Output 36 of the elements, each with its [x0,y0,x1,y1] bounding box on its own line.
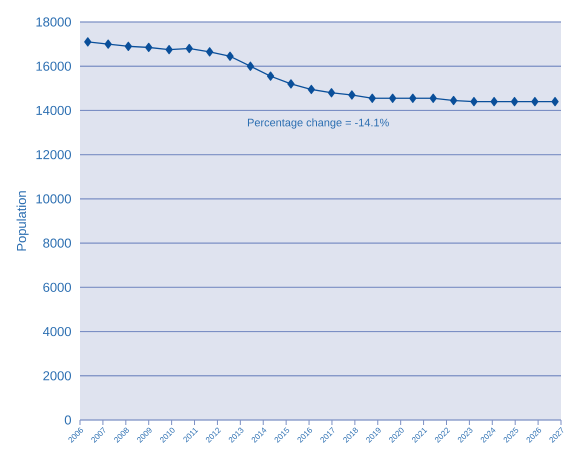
point [186,44,193,54]
annotation: Percentage change = -14.1% [248,118,389,129]
point [551,96,559,106]
point [328,88,336,98]
point [368,94,376,103]
y-tick-label: 18000 [36,17,71,27]
point [165,45,173,54]
point [266,72,274,81]
point [389,94,396,103]
point [430,94,437,103]
point [246,62,254,71]
point [409,94,416,103]
y-tick-label: 8000 [43,238,71,248]
point [490,96,498,106]
point [226,52,234,61]
y-tick-label: 0 [64,415,71,425]
y-tick-label: 2000 [43,371,71,380]
point [206,47,214,56]
point [104,39,112,49]
y-tick-label: 6000 [43,282,71,292]
point [450,96,458,106]
y-tick-label: 16000 [36,62,71,71]
point [348,90,356,100]
point [84,37,92,47]
y-tick-label: 10000 [36,194,71,204]
y-tick-label: 12000 [36,150,71,160]
y-tick-label: 14000 [36,106,71,116]
y-axis-title: Population [16,191,29,251]
y-tick-label: 4000 [42,326,71,336]
point [287,79,295,89]
point [145,42,152,52]
point [470,96,478,106]
point [308,84,315,94]
point [531,96,539,106]
point [124,42,132,51]
point [510,96,518,106]
